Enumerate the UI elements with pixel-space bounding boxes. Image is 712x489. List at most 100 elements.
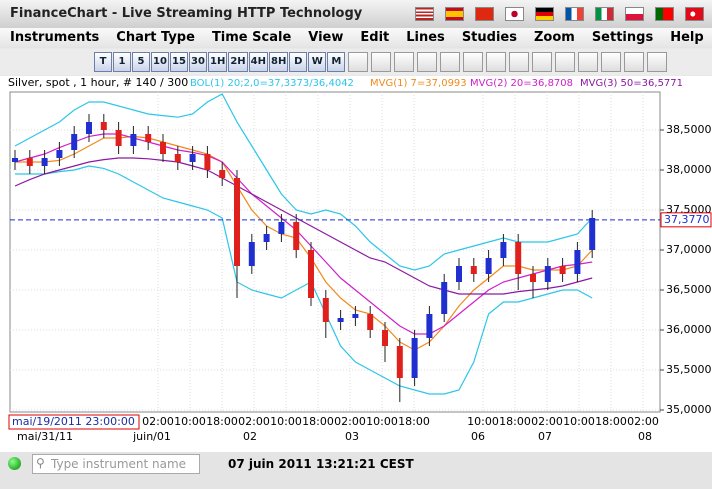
study-label: MVG(2) 20=36,8708 [470, 78, 573, 89]
toolbar: T 1 5 10 15 30 1H 2H 4H 8H D W M [0, 49, 712, 75]
candle-body [337, 318, 344, 322]
candle-body [367, 314, 374, 330]
candle-body [441, 282, 448, 314]
timescale-button[interactable]: 1 [113, 52, 131, 72]
flag[interactable] [625, 7, 644, 21]
chart: Silver, spot , 1 hour, # 140 / 300 BOL(1)… [0, 76, 712, 452]
timescale-button[interactable]: 2H [228, 52, 248, 72]
flag[interactable] [655, 7, 674, 21]
candle-body [411, 338, 418, 378]
last-price-label: 37,3770 [664, 213, 710, 226]
flag[interactable] [505, 7, 524, 21]
menu-item[interactable]: Instruments [10, 30, 100, 45]
flag[interactable] [565, 7, 584, 21]
title-bar: FinanceChart - Live Streaming HTTP Techn… [0, 0, 712, 29]
date-label: 02 [243, 430, 257, 443]
y-tick-label: 35,5000 [666, 363, 712, 376]
menu-item[interactable]: Help [670, 30, 704, 45]
candle-body [515, 242, 522, 274]
menu-item[interactable]: Settings [591, 30, 654, 45]
y-tick-label: 37,0000 [666, 243, 712, 256]
candle-body [41, 158, 48, 166]
y-tick-label: 38,0000 [666, 163, 712, 176]
instrument-info: Silver, spot , 1 hour, # 140 / 300 [8, 76, 188, 89]
tool-icon[interactable] [417, 52, 438, 72]
x-tick-label: 10:00 [366, 415, 398, 428]
flag[interactable] [535, 7, 554, 21]
study-line [14, 157, 593, 295]
candle-body [71, 134, 78, 150]
instrument-search[interactable]: ⚲ Type instrument name [32, 454, 200, 474]
timescale-button[interactable]: M [327, 52, 346, 72]
timescale-button[interactable]: 5 [132, 52, 150, 72]
timescale-button[interactable]: T [94, 52, 112, 72]
candle-body [100, 122, 107, 130]
tool-icon[interactable] [624, 52, 645, 72]
timescale-button[interactable]: 1H [208, 52, 228, 72]
menu-item[interactable]: Time Scale [211, 30, 292, 45]
tool-icon[interactable] [578, 52, 599, 72]
menu-bar: Instruments Chart Type Time Scale View Edit L… [0, 28, 712, 48]
study-label: MVG(3) 50=36,5771 [580, 78, 683, 89]
x-tick-label: 02:00 [531, 415, 563, 428]
menu-item[interactable]: Zoom [533, 30, 575, 45]
menu-item[interactable]: View [308, 30, 344, 45]
candle-body [293, 222, 300, 250]
timescale-button[interactable]: 10 [151, 52, 169, 72]
clock: 07 juin 2011 13:21:21 CEST [228, 457, 414, 471]
menu-item[interactable]: Studies [461, 30, 517, 45]
candle-body [308, 250, 314, 298]
candle-body [248, 242, 255, 266]
timescale-button[interactable]: 30 [189, 52, 207, 72]
flag[interactable] [475, 7, 494, 21]
tool-icon[interactable] [440, 52, 461, 72]
status-bar: ⚲ Type instrument name 07 juin 2011 13:2… [0, 452, 712, 489]
x-tick-label: 10:00 [563, 415, 595, 428]
flag[interactable] [445, 7, 464, 21]
candle-body [426, 314, 433, 338]
study-line [14, 93, 593, 271]
candle-body [12, 158, 18, 162]
tool-icon[interactable] [486, 52, 507, 72]
timescale-button[interactable]: 4H [248, 52, 268, 72]
connection-indicator [8, 457, 21, 470]
candle-body [559, 266, 566, 274]
tool-icon[interactable] [647, 52, 668, 72]
study-line [14, 133, 593, 335]
x-tick-label: 10:00 [270, 415, 302, 428]
date-label: 07 [538, 430, 552, 443]
tool-icon[interactable] [601, 52, 622, 72]
date-label: 06 [471, 430, 485, 443]
timescale-button[interactable]: 8H [268, 52, 289, 72]
tool-icon[interactable] [348, 52, 369, 72]
cursor-time: mai/19/2011 23:00:00 [12, 415, 135, 428]
tool-icon[interactable] [509, 52, 530, 72]
timescale-button[interactable]: D [289, 52, 308, 72]
menu-item[interactable]: Edit [360, 30, 390, 45]
candle-body [530, 274, 536, 282]
candle-body [470, 266, 477, 274]
candle-body [485, 258, 492, 274]
tool-icon[interactable] [371, 52, 392, 72]
tool-icon[interactable] [555, 52, 576, 72]
candle-body [263, 234, 270, 242]
candle-body [456, 266, 462, 282]
flag[interactable] [415, 7, 434, 21]
x-tick-label: 18:00 [499, 415, 531, 428]
x-tick-label: 18:00 [595, 415, 627, 428]
timescale-button[interactable]: W [308, 52, 327, 72]
cursor-time-box [8, 414, 140, 430]
menu-item[interactable]: Lines [406, 30, 445, 45]
tool-icon[interactable] [463, 52, 484, 72]
x-tick-label: 02:00 [627, 415, 659, 428]
menu-item[interactable]: Chart Type [116, 30, 195, 45]
last-price-box [660, 212, 712, 228]
tool-icon[interactable] [394, 52, 415, 72]
flag[interactable] [685, 7, 704, 21]
x-tick-label: 02:00 [142, 415, 174, 428]
flag[interactable] [595, 7, 614, 21]
y-tick-label: 35,0000 [666, 403, 712, 416]
tool-icon[interactable] [532, 52, 553, 72]
candle-body [86, 122, 92, 134]
timescale-button[interactable]: 15 [170, 52, 188, 72]
